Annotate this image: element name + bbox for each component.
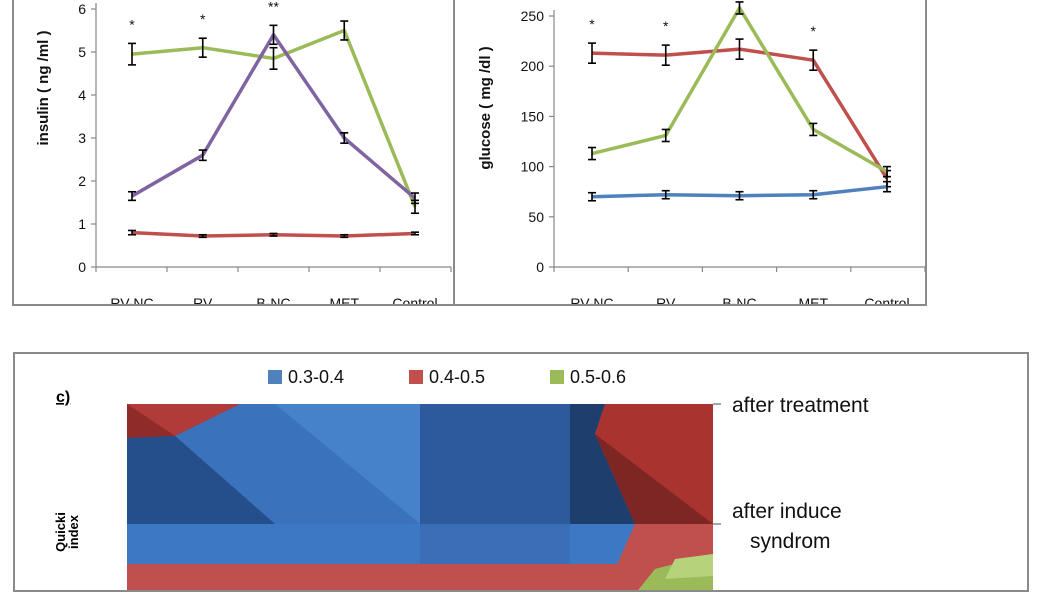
y-tick-label: 250 — [521, 8, 545, 24]
y-tick-label: 2 — [78, 173, 86, 189]
y-tick-label: 100 — [521, 159, 545, 175]
y-tick-label: 0 — [78, 259, 86, 275]
legend-swatch-red — [409, 370, 423, 384]
y-tick-label: 50 — [528, 209, 544, 225]
x-category-label: RV — [193, 295, 213, 304]
quicki-label-word: index — [66, 514, 81, 549]
legend-label-0: 0.3-0.4 — [288, 367, 344, 387]
panel-label-c: c) — [56, 389, 70, 406]
insulin-y-axis-label: insulin ( ng /ml ) — [35, 31, 52, 146]
x-category-label: RV-NC — [110, 295, 153, 304]
y-tick-label: 4 — [78, 87, 86, 103]
x-category-label: MET — [329, 295, 359, 304]
quicki-label-word: Quicki — [53, 512, 68, 552]
legend-swatch-blue — [268, 370, 282, 384]
significance-marker: * — [129, 16, 135, 32]
quicki-surface — [127, 404, 713, 594]
glucose-chart: 0 50 100 150 200 250 RV-NC RV B-NC MET Control * * *… — [477, 1, 926, 311]
x-category-label: MET — [798, 295, 828, 304]
x-category-label: B-NC — [722, 295, 756, 304]
y-tick-label: 3 — [78, 130, 86, 146]
glucose-chart-panel: 0 50 100 150 200 250 RV-NC RV B-NC MET Control * * *… — [453, 0, 927, 311]
legend-swatch-green — [550, 370, 564, 384]
quicki-chart: 0.3-0.4 0.4-0.5 0.5-0.6 c) — [53, 367, 869, 594]
y-tick-label: 200 — [521, 58, 545, 74]
y-tick-label: 1 — [78, 216, 86, 232]
legend: 0.3-0.4 0.4-0.5 0.5-0.6 — [268, 367, 626, 387]
row-label-after-induce: after induce — [732, 500, 842, 523]
y-tick-label: 150 — [521, 108, 545, 124]
series-line — [591, 47, 889, 180]
significance-marker: * — [200, 11, 206, 27]
legend-label-1: 0.4-0.5 — [429, 367, 485, 387]
significance-marker: * — [589, 16, 595, 32]
x-category-label: RV — [656, 295, 676, 304]
quicki-chart-panel: 0.3-0.4 0.4-0.5 0.5-0.6 c) — [13, 352, 1029, 594]
x-category-label: B-NC — [256, 295, 290, 304]
x-category-label: RV-NC — [570, 295, 613, 304]
significance-marker: ** — [268, 0, 279, 14]
significance-marker: * — [663, 18, 669, 34]
y-tick-label: 6 — [78, 1, 86, 17]
significance-marker: * — [811, 23, 817, 39]
x-category-label: Control — [392, 295, 437, 304]
legend-label-2: 0.5-0.6 — [570, 367, 626, 387]
quicki-y-axis-label: Quickiindex — [53, 512, 81, 552]
y-tick-label: 5 — [78, 44, 86, 60]
y-tick-label: 0 — [536, 259, 544, 275]
row-label-after-treatment: after treatment — [732, 394, 869, 417]
row-label-after-induce-2: syndrom — [750, 530, 831, 553]
x-category-label: Control — [864, 295, 909, 304]
glucose-y-axis-label-text: glucose ( mg /dl ) — [477, 46, 494, 169]
series-line — [591, 6, 888, 174]
